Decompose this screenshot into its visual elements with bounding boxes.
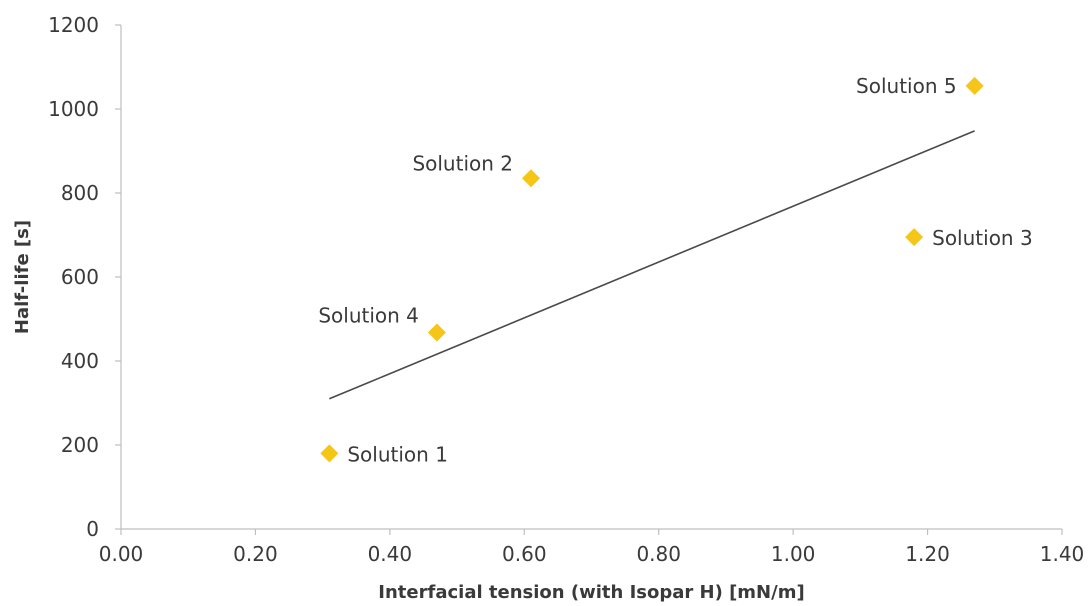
y-tick-label: 0 xyxy=(86,517,99,541)
data-point-marker xyxy=(522,169,541,188)
y-tick-label: 1200 xyxy=(48,13,99,37)
x-tick-label: 1.40 xyxy=(1040,542,1085,566)
y-axis-ticks: 0 200 400 600 800 1000 1200 xyxy=(48,13,121,541)
data-point-label: Solution 1 xyxy=(347,442,448,466)
trendline xyxy=(329,130,975,400)
data-point-label: Solution 4 xyxy=(318,303,419,327)
x-tick-label: 1.20 xyxy=(905,542,950,566)
x-tick-label: 0.00 xyxy=(99,542,144,566)
data-point-marker xyxy=(320,444,339,463)
data-point-marker xyxy=(427,323,446,342)
axes xyxy=(120,25,1062,530)
point-labels: Solution 1 Solution 2 Solution 3 Solution 4… xyxy=(318,74,1033,466)
data-points xyxy=(320,76,984,463)
x-tick-label: 0.80 xyxy=(636,542,681,566)
x-axis-title: Interfacial tension (with Isopar H) [mN/… xyxy=(378,582,804,603)
y-tick-label: 1000 xyxy=(48,97,99,121)
y-tick-label: 800 xyxy=(61,181,99,205)
y-tick-label: 200 xyxy=(61,433,99,457)
data-point-label: Solution 3 xyxy=(932,226,1033,250)
data-point-marker xyxy=(905,228,924,247)
data-point-marker xyxy=(965,76,984,95)
y-tick-label: 600 xyxy=(61,265,99,289)
data-point-label: Solution 5 xyxy=(856,74,957,98)
x-tick-label: 1.00 xyxy=(771,542,816,566)
x-tick-label: 0.60 xyxy=(502,542,547,566)
y-axis-title: Half-life [s] xyxy=(12,220,33,334)
data-point-label: Solution 2 xyxy=(412,151,513,175)
x-axis-ticks: 0.00 0.20 0.40 0.60 0.80 1.00 1.20 1.40 xyxy=(99,529,1085,566)
y-tick-label: 400 xyxy=(61,349,99,373)
x-tick-label: 0.40 xyxy=(368,542,413,566)
x-tick-label: 0.20 xyxy=(233,542,278,566)
